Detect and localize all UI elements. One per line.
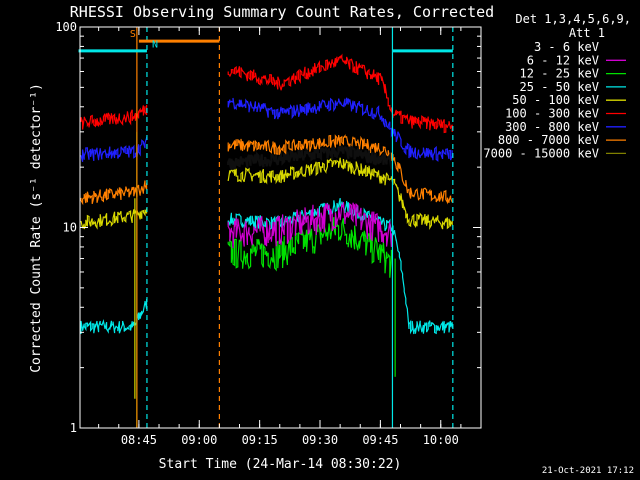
x-axis-label: Start Time (24-Mar-14 08:30:22) [159, 457, 402, 472]
x-tick-label: 09:45 [362, 433, 398, 447]
series-trace-100_300keV [80, 53, 453, 134]
legend-entry-label: 25 - 50 keV [520, 80, 599, 94]
flag-layer: SN [78, 27, 454, 428]
series-trace-25_50keV [80, 197, 453, 335]
legend-entry-label: 100 - 300 keV [505, 107, 599, 121]
legend-entry-label: 300 - 800 keV [505, 120, 599, 134]
legend-entry-label: 800 - 7000 keV [498, 133, 599, 147]
legend-entry-label: 6 - 12 keV [527, 53, 599, 67]
series-trace-800_7000keV [80, 134, 453, 206]
legend-entry-label: 50 - 100 keV [512, 93, 599, 107]
series-trace-3_6keV-band [227, 144, 393, 170]
flag-annotation: S [130, 29, 136, 40]
legend-entry-label: 7000 - 15000 keV [483, 146, 599, 160]
y-axis: 1 10 100 [55, 20, 481, 435]
x-axis: 08:45 09:00 09:15 09:30 09:45 10:00 [98, 27, 462, 447]
y-tick-label: 100 [55, 20, 77, 34]
x-tick-label: 09:00 [181, 433, 217, 447]
x-tick-label: 10:00 [423, 433, 459, 447]
legend-entry-label: 3 - 6 keV [534, 40, 599, 54]
legend-header-line-1: Det 1,3,4,5,6,9, [515, 12, 631, 26]
series-trace-300_800keV [80, 97, 453, 162]
y-tick-label: 1 [70, 421, 77, 435]
x-tick-label: 08:45 [121, 433, 157, 447]
flag-annotation: N [152, 40, 158, 51]
series-trace-50_100keV [80, 157, 453, 230]
y-tick-label: 10 [63, 221, 77, 235]
y-axis-label: Corrected Count Rate (s⁻¹ detector⁻¹) [29, 83, 44, 373]
legend-header-line-2: Att 1 [569, 26, 605, 40]
legend-entry-label: 12 - 25 keV [520, 67, 599, 81]
x-tick-label: 09:30 [302, 433, 338, 447]
chart-title: RHESSI Observing Summary Count Rates, Co… [70, 3, 494, 21]
x-tick-label: 09:15 [242, 433, 278, 447]
generation-timestamp: 21-Oct-2021 17:12 [541, 466, 634, 476]
series-trace-6_12keV [227, 202, 392, 249]
series-trace-12_25keV [227, 217, 392, 278]
